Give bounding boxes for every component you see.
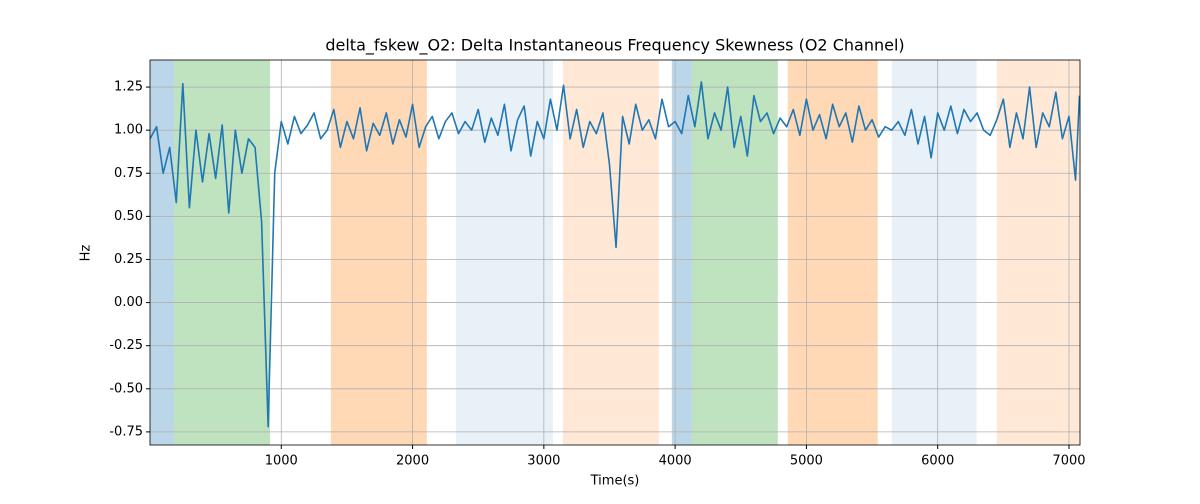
shaded-span	[996, 60, 1080, 445]
shaded-span	[150, 60, 175, 445]
y-tick-label: -0.50	[109, 381, 143, 396]
shaded-span	[671, 60, 692, 445]
spans	[150, 60, 1080, 445]
y-tick-label: 1.25	[114, 80, 143, 95]
y-tick-label: 0.00	[114, 295, 143, 310]
x-tick-label: 3000	[527, 454, 560, 469]
shaded-span	[562, 60, 659, 445]
data-line	[150, 81, 1080, 428]
x-tick-label: 6000	[921, 454, 954, 469]
plot	[150, 81, 1080, 428]
y-tick-label: -0.75	[109, 424, 143, 439]
y-tick-label: 0.25	[114, 252, 143, 267]
y-tick-label: 0.50	[114, 209, 143, 224]
x-tick-label: 7000	[1052, 454, 1085, 469]
y-tick-label: -0.25	[109, 338, 143, 353]
x-tick-label: 5000	[790, 454, 823, 469]
shaded-span	[174, 60, 270, 445]
x-tick-label: 2000	[396, 454, 429, 469]
shaded-span	[455, 60, 553, 445]
x-tick-label: 1000	[265, 454, 298, 469]
plot-frame	[149, 59, 1081, 446]
shaded-span	[787, 60, 878, 445]
shaded-span	[691, 60, 778, 445]
y-tick-label: 0.75	[114, 166, 143, 181]
shaded-span	[891, 60, 977, 445]
x-tick-label: 4000	[659, 454, 692, 469]
chart-title: delta_fskew_O2: Delta Instantaneous Freq…	[325, 36, 904, 56]
y-axis-label: Hz	[79, 245, 94, 262]
axes: 1000 2000 3000 4000 5000 6000 7000 -0.75 -0.50 -0…	[109, 59, 1086, 469]
y-tick-label: 1.00	[114, 123, 143, 138]
x-axis-label: Time(s)	[590, 474, 640, 489]
